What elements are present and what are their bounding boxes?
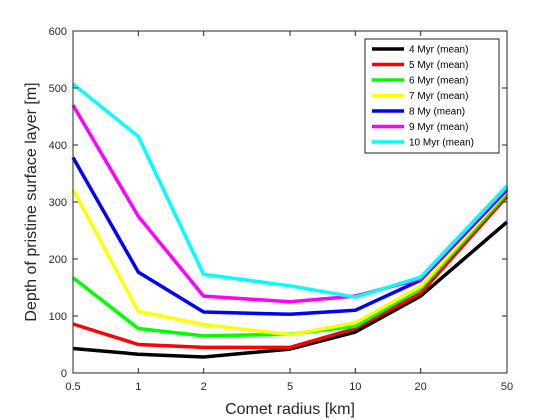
legend-label-7: 10 Myr (mean) <box>409 138 474 149</box>
y-tick-label: 0 <box>61 368 67 380</box>
series-layer <box>71 82 509 359</box>
series-line-1 <box>72 220 509 359</box>
x-tick-label: 10 <box>349 381 361 393</box>
series-line-4 <box>71 188 509 337</box>
y-tick-label: 100 <box>49 311 67 323</box>
x-tick-label: 0.5 <box>65 381 80 393</box>
legend-label-6: 9 Myr (mean) <box>409 122 468 133</box>
y-tick-label: 300 <box>49 197 67 209</box>
series-line-5 <box>71 156 509 317</box>
x-axis-label: Comet radius [km] <box>225 401 355 418</box>
y-tick-label: 400 <box>49 140 67 152</box>
y-axis-label: Depth of pristine surface layer [m] <box>23 82 40 321</box>
x-tick-label: 20 <box>415 381 427 393</box>
x-tick-label: 1 <box>135 381 141 393</box>
legend-label-1: 4 Myr (mean) <box>409 45 468 56</box>
y-tick-label: 200 <box>49 254 67 266</box>
series-line-2 <box>72 195 509 350</box>
x-tick-label: 50 <box>501 381 513 393</box>
y-tick-label: 500 <box>49 83 67 95</box>
x-tick-label: 5 <box>287 381 293 393</box>
legend-label-2: 5 Myr (mean) <box>409 60 468 71</box>
y-tick-label: 600 <box>49 26 67 38</box>
series-line-7 <box>71 82 509 299</box>
legend-label-5: 8 My (mean) <box>409 107 465 118</box>
legend-label-4: 7 Myr (mean) <box>409 91 468 102</box>
x-tick-label: 2 <box>201 381 207 393</box>
legend-label-3: 6 Myr (mean) <box>409 76 468 87</box>
legend: 4 Myr (mean) 5 Myr (mean) 6 Myr (mean) 7 My… <box>364 38 500 154</box>
